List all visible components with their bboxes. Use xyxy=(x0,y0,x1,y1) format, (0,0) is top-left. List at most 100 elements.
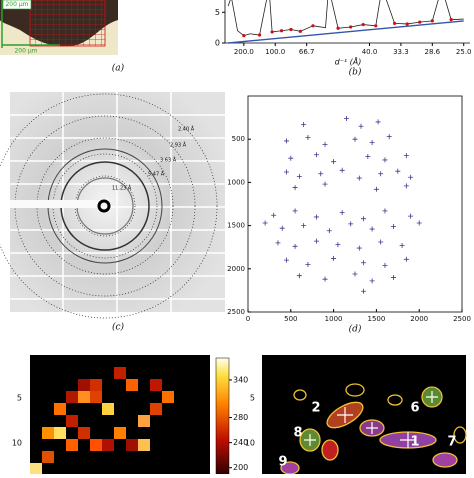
point xyxy=(408,213,414,219)
point xyxy=(292,185,298,191)
heat-cell xyxy=(90,379,102,391)
spot-label: 1 xyxy=(410,435,419,450)
point xyxy=(403,183,409,189)
point xyxy=(365,153,371,159)
point xyxy=(378,171,384,177)
raster-grid xyxy=(29,0,106,47)
point xyxy=(356,175,362,181)
ring-label: 2.40 Å xyxy=(178,126,195,133)
point xyxy=(318,171,324,177)
point xyxy=(331,255,337,261)
point xyxy=(382,262,388,268)
panel-a: 200 µm 200 µm (a) xyxy=(0,0,125,74)
y-tick-label: 5 xyxy=(215,8,220,17)
heat-cell xyxy=(126,379,138,391)
heat-cell xyxy=(114,427,126,439)
marker xyxy=(418,20,422,24)
point xyxy=(292,243,298,249)
point xyxy=(356,245,362,251)
y-tick-label: 5 xyxy=(17,394,22,403)
y-tick-label: 2500 xyxy=(227,308,245,316)
colorbar-label: 200 xyxy=(233,463,248,472)
heat-cell xyxy=(150,379,162,391)
point xyxy=(339,210,345,216)
x-tick-label: 28.6 xyxy=(425,48,441,56)
heat-cell xyxy=(42,427,54,439)
x-tick-label: 200.0 xyxy=(234,48,254,56)
colorbar xyxy=(215,357,230,475)
point xyxy=(271,212,277,218)
point xyxy=(296,173,302,179)
point xyxy=(296,273,302,279)
y-tick-label: 2000 xyxy=(227,265,245,273)
point xyxy=(301,223,307,229)
marker xyxy=(349,25,353,29)
point xyxy=(352,271,358,277)
point xyxy=(305,134,311,140)
colorbar-label: 240 xyxy=(233,438,248,447)
point xyxy=(382,157,388,163)
point xyxy=(331,159,337,165)
point xyxy=(416,220,422,226)
point xyxy=(369,278,375,284)
point xyxy=(279,225,285,231)
point xyxy=(399,242,405,248)
point xyxy=(322,141,328,147)
y-tick-label: 5 xyxy=(250,394,255,403)
point xyxy=(335,242,341,248)
caption: (c) xyxy=(112,322,125,333)
plot-area xyxy=(227,0,464,44)
heat-cell xyxy=(78,427,90,439)
marker xyxy=(361,22,365,27)
x-tick-label: 1000 xyxy=(325,315,343,323)
point xyxy=(403,153,409,159)
point xyxy=(373,186,379,192)
curve xyxy=(227,0,464,37)
marker xyxy=(270,30,274,34)
ring-label: 5.47 Å xyxy=(148,171,165,178)
heat-cell xyxy=(138,415,150,427)
y-tick-label: 1500 xyxy=(227,222,245,230)
point xyxy=(378,239,384,245)
marker xyxy=(257,33,262,37)
point xyxy=(275,240,281,246)
baseline xyxy=(228,20,464,44)
heat-cell xyxy=(102,439,114,451)
point xyxy=(305,261,311,267)
ring-label: 3.63 Å xyxy=(160,157,177,164)
spot-label: 6 xyxy=(410,401,419,416)
panel-c: 2.40 Å 2.93 Å 3.63 Å 5.47 Å 11.23 Å (c) xyxy=(0,92,225,333)
x-axis-label: d⁻¹ (Å) xyxy=(335,56,362,67)
point xyxy=(395,168,401,174)
scale-label: 200 µm xyxy=(14,48,37,55)
heat-cell xyxy=(162,391,174,403)
point xyxy=(343,115,349,121)
spot-centers xyxy=(304,391,438,448)
heat-cell xyxy=(66,391,78,403)
marker xyxy=(405,22,409,26)
heat-cell xyxy=(78,379,90,391)
x-tick-label: 0 xyxy=(246,315,250,323)
point xyxy=(292,208,298,214)
point xyxy=(322,181,328,187)
caption: (b) xyxy=(349,67,362,78)
plot-frame xyxy=(247,95,463,313)
caption: (d) xyxy=(349,324,362,335)
point xyxy=(369,140,375,146)
beam-shadow xyxy=(10,200,100,208)
marker xyxy=(449,18,453,22)
point xyxy=(313,238,319,244)
spot-label: 9 xyxy=(278,455,287,470)
y-tick-label: 1000 xyxy=(227,178,245,186)
point xyxy=(358,123,364,129)
heat-cell xyxy=(90,439,102,451)
x-tick-label: 33.3 xyxy=(393,48,409,56)
point xyxy=(369,226,375,232)
heat-cell xyxy=(66,415,78,427)
point xyxy=(386,134,392,140)
ring-label: 2.93 Å xyxy=(170,142,187,149)
colorbar-label: 280 xyxy=(233,413,248,422)
marker xyxy=(311,24,315,28)
heat-cell xyxy=(102,403,114,415)
marker xyxy=(393,21,397,25)
